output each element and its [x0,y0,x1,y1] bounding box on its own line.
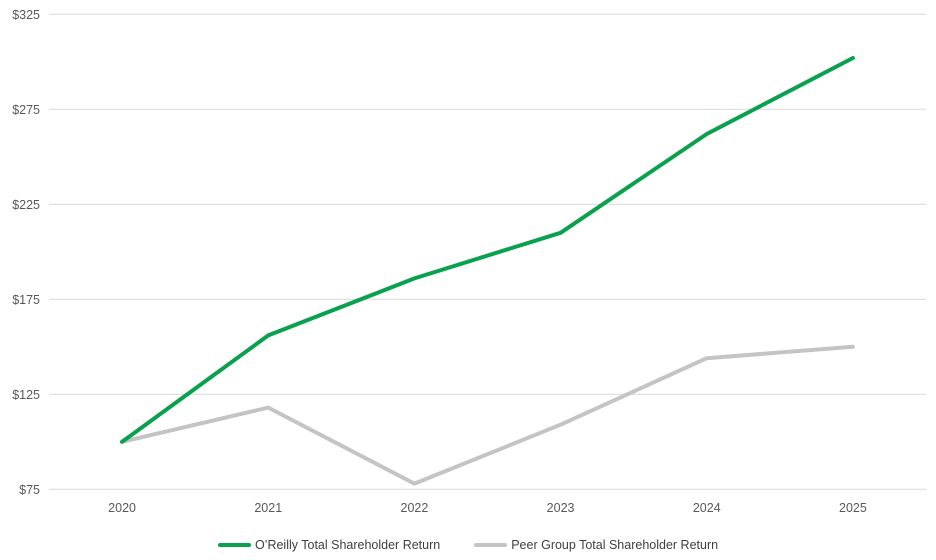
legend-label-peer-group: Peer Group Total Shareholder Return [511,538,719,552]
legend-line-swatch-gray [474,542,508,548]
y-axis-tick-label: $125 [12,388,40,402]
x-axis-tick-label: 2021 [254,501,282,515]
series-line-oreilly [120,56,855,444]
chart-legend: O’Reilly Total Shareholder Return Peer G… [0,535,936,555]
legend-item-peer-group: Peer Group Total Shareholder Return [474,538,718,552]
legend-line-swatch-green [217,542,251,548]
x-axis-tick-label: 2024 [693,501,721,515]
y-axis-tick-label: $225 [12,198,40,212]
y-axis-tick-label: $275 [12,103,40,117]
x-axis-tick-label: 2023 [547,501,575,515]
legend-item-oreilly: O’Reilly Total Shareholder Return [217,538,441,552]
x-axis-tick-label: 2022 [401,501,429,515]
legend-label-oreilly: O’Reilly Total Shareholder Return [254,538,441,552]
series-line-peer-group [120,344,855,486]
y-axis-tick-label: $325 [12,8,40,22]
x-axis-tick-label: 2020 [108,501,136,515]
x-axis-tick-label: 2025 [839,501,867,515]
y-axis-tick-label: $75 [19,483,40,497]
y-axis-tick-label: $175 [12,293,40,307]
